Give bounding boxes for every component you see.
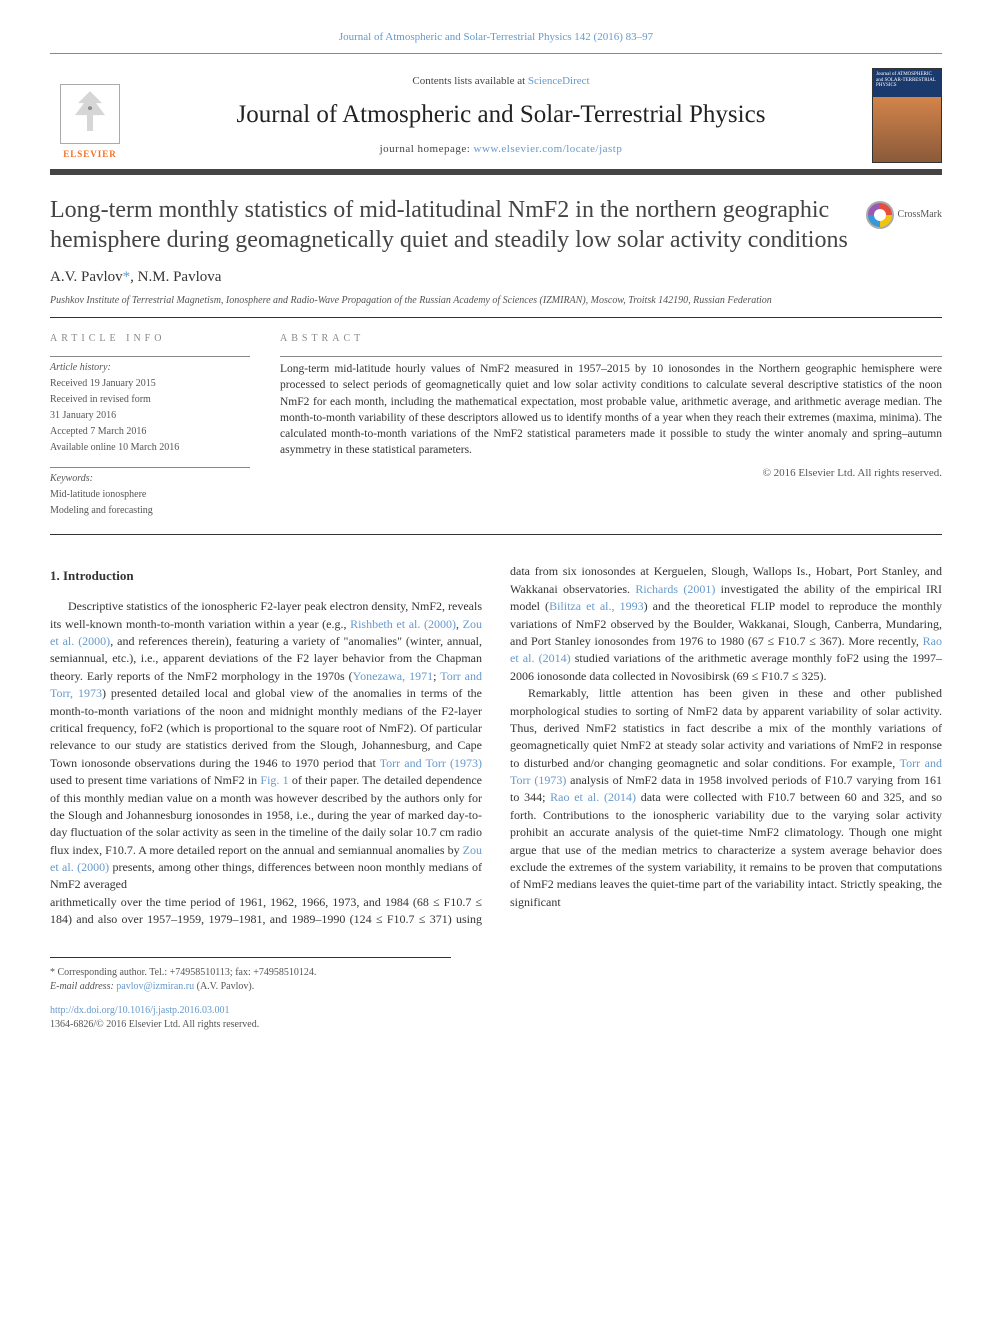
elsevier-tree-icon [60,84,120,144]
doi-line: http://dx.doi.org/10.1016/j.jastp.2016.0… [50,1004,451,1018]
ref-richards-2001[interactable]: Richards (2001) [635,582,715,596]
doi-link[interactable]: http://dx.doi.org/10.1016/j.jastp.2016.0… [50,1005,230,1016]
ref-rao-2014-b[interactable]: Rao et al. (2014) [550,790,636,804]
homepage-line: journal homepage: www.elsevier.com/locat… [130,142,872,157]
meta-abstract-row: article info Article history: Received 1… [50,317,942,535]
kw-rule [50,467,250,468]
homepage-link[interactable]: www.elsevier.com/locate/jastp [474,143,623,155]
journal-name: Journal of Atmospheric and Solar-Terrest… [130,97,872,132]
p1b: , [456,617,463,631]
abstract-label: abstract [280,332,942,346]
ref-rishbeth-2000[interactable]: Rishbeth et al. (2000) [350,617,456,631]
email-line: E-mail address: pavlov@izmiran.ru (A.V. … [50,980,451,994]
title-block: Long-term monthly statistics of mid-lati… [50,195,942,255]
homepage-prefix: journal homepage: [380,143,474,155]
email-label: E-mail address: [50,981,116,992]
received-date: Received 19 January 2015 [50,377,250,391]
revised-line2: 31 January 2016 [50,409,250,423]
abstract-text: Long-term mid-latitude hourly values of … [280,361,942,458]
history-label: Article history: [50,361,250,375]
abstract-col: abstract Long-term mid-latitude hourly v… [280,332,942,520]
info-rule [50,356,250,357]
running-head-link[interactable]: Journal of Atmospheric and Solar-Terrest… [339,31,653,43]
para-1: Descriptive statistics of the ionospheri… [50,598,482,894]
ref-yonezawa-1971[interactable]: Yonezawa, 1971 [353,669,433,683]
authors: A.V. Pavlov*, N.M. Pavlova [50,267,942,288]
contents-line: Contents lists available at ScienceDirec… [130,74,872,89]
p2d: studied variations of the arithmetic ave… [510,651,942,682]
top-rule [50,53,942,54]
p1f: used to present time variations of NmF2 … [50,773,260,787]
abstract-rule [280,356,942,357]
header-center: Contents lists available at ScienceDirec… [130,74,872,158]
para-3: Remarkably, little attention has been gi… [510,685,942,911]
body-text: 1. Introduction Descriptive statistics o… [50,563,942,928]
revised-line1: Received in revised form [50,393,250,407]
article-info-col: article info Article history: Received 1… [50,332,250,520]
email-link[interactable]: pavlov@izmiran.ru [116,981,194,992]
corresponding-author-line: * Corresponding author. Tel.: +749585101… [50,966,451,980]
section-heading-1: 1. Introduction [50,567,482,586]
elsevier-wordmark: ELSEVIER [63,148,117,161]
cover-text: Journal of ATMOSPHERIC and SOLAR-TERREST… [876,72,936,88]
ref-bilitza-1993[interactable]: Bilitza et al., 1993 [549,599,644,613]
sciencedirect-link[interactable]: ScienceDirect [528,75,590,87]
issn-line: 1364-6826/© 2016 Elsevier Ltd. All right… [50,1018,451,1032]
author-rest: , N.M. Pavlova [130,269,221,285]
p3a: Remarkably, little attention has been gi… [510,686,942,770]
article-info-label: article info [50,332,250,346]
footer-block: * Corresponding author. Tel.: +749585101… [50,957,451,1032]
ref-fig-1[interactable]: Fig. 1 [260,773,288,787]
running-head: Journal of Atmospheric and Solar-Terrest… [50,30,942,45]
crossmark-badge[interactable]: CrossMark [866,201,942,229]
journal-header: ELSEVIER Contents lists available at Sci… [50,58,942,175]
online-date: Available online 10 March 2016 [50,441,250,455]
keywords-label: Keywords: [50,472,250,486]
keyword-1: Mid-latitude ionosphere [50,488,250,502]
p1h: presents, among other things, difference… [50,860,482,891]
article-title: Long-term monthly statistics of mid-lati… [50,195,942,255]
crossmark-label: CrossMark [898,208,942,222]
p3c: data were collected with F10.7 between 6… [510,790,942,908]
ref-torr-1973-b[interactable]: Torr and Torr (1973) [380,756,482,770]
keywords-block: Keywords: Mid-latitude ionosphere Modeli… [50,467,250,518]
crossmark-icon [866,201,894,229]
accepted-date: Accepted 7 March 2016 [50,425,250,439]
elsevier-logo[interactable]: ELSEVIER [50,71,130,161]
affiliation: Pushkov Institute of Terrestrial Magneti… [50,294,942,307]
journal-cover-thumb[interactable]: Journal of ATMOSPHERIC and SOLAR-TERREST… [872,68,942,163]
email-paren: (A.V. Pavlov). [194,981,254,992]
author-1: A.V. Pavlov [50,269,123,285]
abstract-copyright: © 2016 Elsevier Ltd. All rights reserved… [280,466,942,481]
contents-prefix: Contents lists available at [412,75,527,87]
keyword-2: Modeling and forecasting [50,504,250,518]
